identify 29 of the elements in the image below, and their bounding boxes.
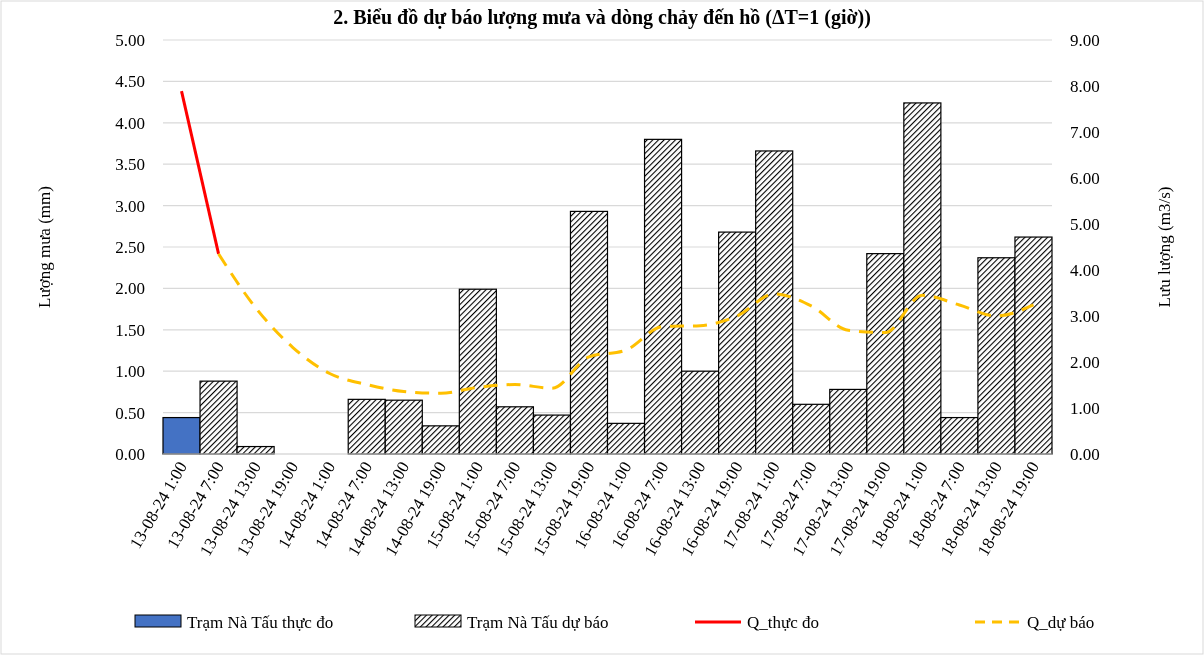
y-tick-label: 1.50: [115, 320, 145, 340]
y2-tick-label: 6.00: [1070, 168, 1100, 188]
y-tick-label: 1.00: [115, 362, 145, 382]
legend-label: Trạm Nà Tấu dự báo: [467, 612, 609, 632]
y-tick-label: 3.50: [115, 155, 145, 175]
y2-tick-label: 9.00: [1070, 30, 1100, 50]
y-tick-label: 0.50: [115, 403, 145, 423]
y2-tick-label: 5.00: [1070, 214, 1100, 234]
legend-label: Trạm Nà Tấu thực đo: [187, 612, 334, 632]
legend-label: Q_dự báo: [1027, 612, 1095, 632]
y2-tick-label: 2.00: [1070, 352, 1100, 372]
y2-tick-label: 8.00: [1070, 76, 1100, 96]
y-tick-label: 2.50: [115, 237, 145, 257]
y2-tick-label: 4.00: [1070, 260, 1100, 280]
y2-tick-label: 7.00: [1070, 122, 1100, 142]
y2-tick-label: 1.00: [1070, 398, 1100, 418]
y-tick-label: 4.00: [115, 113, 145, 133]
y-tick-label: 5.00: [115, 30, 145, 50]
y2-tick-label: 3.00: [1070, 306, 1100, 326]
y-tick-label: 0.00: [115, 444, 145, 464]
y-tick-label: 4.50: [115, 72, 145, 92]
line-series: [217, 252, 1035, 395]
y-tick-label: 3.00: [115, 196, 145, 216]
y2-axis-title: Lưu lượng (m3/s): [1155, 186, 1174, 308]
chart-title: 2. Biểu đồ dự báo lượng mưa và dòng chảy đến hồ (ΔT=1 (giờ)): [333, 6, 871, 29]
y-tick-label: 2.00: [115, 279, 145, 299]
legend-label: Q_thực đo: [747, 612, 820, 632]
y-axis-title: Lượng mưa (mm): [35, 186, 54, 308]
y2-tick-label: 0.00: [1070, 444, 1100, 464]
